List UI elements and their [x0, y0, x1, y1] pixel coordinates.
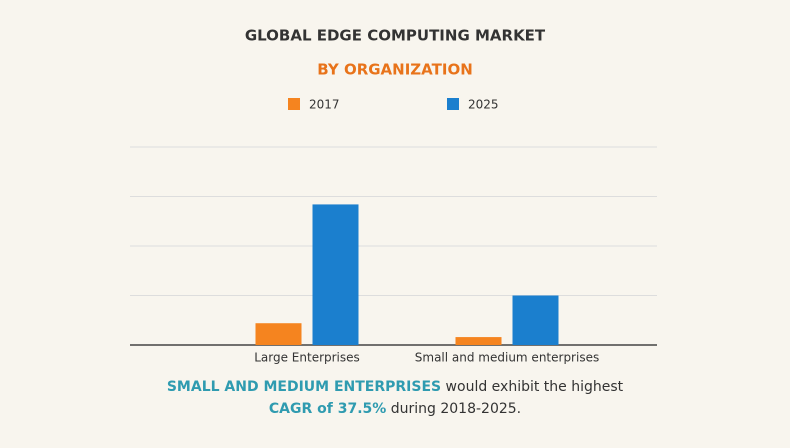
- chart-title: GLOBAL EDGE COMPUTING MARKET: [245, 27, 546, 45]
- annotation-line: SMALL AND MEDIUM ENTERPRISES would exhib…: [0, 376, 790, 398]
- bar: [255, 323, 302, 345]
- legend-swatch: [288, 98, 300, 110]
- chart-subtitle: BY ORGANIZATION: [317, 61, 473, 79]
- legend-label: 2025: [468, 98, 499, 112]
- annotation-text: would exhibit the highest: [441, 379, 624, 395]
- x-tick-label: Large Enterprises: [254, 351, 360, 365]
- bar: [512, 295, 559, 345]
- bar: [312, 204, 359, 345]
- legend-swatch: [447, 98, 459, 110]
- legend-label: 2017: [309, 98, 340, 112]
- bar: [455, 337, 502, 345]
- highlight-text: CAGR of 37.5%: [268, 401, 387, 417]
- highlight-text: SMALL AND MEDIUM ENTERPRISES: [166, 379, 442, 395]
- chart: GLOBAL EDGE COMPUTING MARKET BY ORGANIZA…: [130, 27, 657, 365]
- annotation: SMALL AND MEDIUM ENTERPRISES would exhib…: [0, 376, 790, 420]
- x-tick-label: Small and medium enterprises: [415, 351, 599, 365]
- annotation-text: during 2018-2025.: [386, 401, 522, 417]
- annotation-line: CAGR of 37.5% during 2018-2025.: [0, 398, 790, 420]
